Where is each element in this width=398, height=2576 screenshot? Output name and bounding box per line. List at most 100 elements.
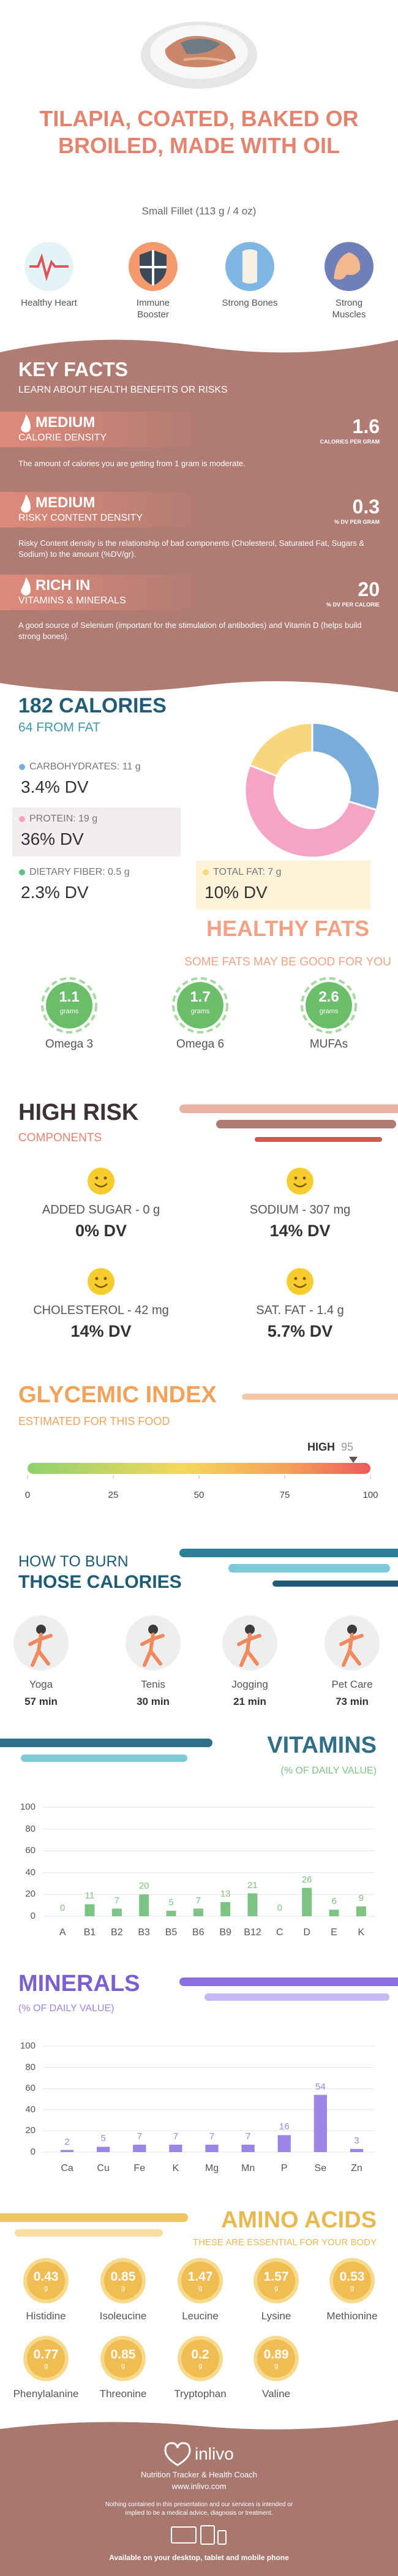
x-tick-label: Fe <box>133 2163 146 2174</box>
activity-figure <box>140 1633 165 1667</box>
value-label: 7 <box>245 2131 251 2142</box>
minerals-title: MINERALS <box>18 1971 140 1996</box>
benefit-label: Strong Muscles <box>332 298 366 320</box>
fact-band <box>0 492 202 527</box>
fat-circle <box>177 982 223 1029</box>
protein-box <box>12 807 181 856</box>
burn-title: HOW TO BURN <box>18 1553 129 1570</box>
nutrient-label: DIETARY FIBER: 0.5 g <box>29 867 130 877</box>
risk-face <box>88 1168 115 1195</box>
amino-circle <box>257 2340 295 2378</box>
calories-subtitle: 64 FROM FAT <box>18 720 100 735</box>
burn-subtitle: THOSE CALORIES <box>18 1572 182 1592</box>
fact-text: The amount of calories you are getting f… <box>18 459 246 468</box>
nutrient-dot <box>203 869 209 875</box>
x-tick-label: B12 <box>244 1927 261 1938</box>
x-tick-label: E <box>331 1927 337 1938</box>
fact-value: 20 <box>358 578 380 600</box>
gi-tick-label: 75 <box>279 1490 290 1500</box>
amino-name: Lysine <box>261 2310 291 2322</box>
amino-name: Histidine <box>26 2310 66 2322</box>
key-facts-title: KEY FACTS <box>18 358 128 380</box>
fat-unit: grams <box>59 1008 79 1015</box>
fat-circle <box>306 982 352 1029</box>
amino-name: Phenylalanine <box>13 2388 79 2400</box>
activity-figure <box>339 1633 364 1667</box>
fact-text: Risky Content density is the relationshi… <box>18 538 365 559</box>
amino-unit: g <box>198 2362 203 2370</box>
nutrient-dot <box>19 816 25 822</box>
x-tick-label: D <box>303 1927 310 1938</box>
bar <box>356 1906 366 1916</box>
amino-name: Methionine <box>326 2310 378 2322</box>
amino-value: 0.89 <box>263 2347 289 2362</box>
amino-value: 1.47 <box>187 2270 213 2284</box>
x-tick-label: B5 <box>165 1927 178 1938</box>
nutrient-dv: 2.3% DV <box>21 883 89 902</box>
gi-tick-label: 100 <box>362 1490 378 1500</box>
risk-mouth <box>94 1183 108 1188</box>
fact-icon <box>21 577 31 595</box>
y-tick-label: 40 <box>25 2104 36 2115</box>
x-tick-label: B1 <box>83 1927 96 1938</box>
y-tick-label: 60 <box>25 2083 36 2094</box>
y-tick-label: 20 <box>25 2125 36 2136</box>
activity-time: 57 min <box>24 1696 58 1707</box>
fact-band <box>0 412 202 447</box>
amino-value: 0.43 <box>33 2270 59 2284</box>
risk-label: CHOLESTEROL - 42 mg <box>33 1304 169 1317</box>
nutrient-label: PROTEIN: 19 g <box>29 814 98 824</box>
icon-muscles <box>334 252 361 280</box>
amino-value: 0.85 <box>110 2347 136 2362</box>
device-icon <box>217 2530 227 2545</box>
amino-circle <box>104 2262 142 2300</box>
fat-value: 1.7 <box>190 989 211 1005</box>
amino-unit: g <box>43 2362 48 2370</box>
activity-time: 30 min <box>137 1696 170 1707</box>
fats-title: HEALTHY FATS <box>206 916 370 941</box>
amino-value: 0.53 <box>339 2270 365 2284</box>
fact-name: VITAMINS & MINERALS <box>18 595 126 606</box>
bar <box>169 2144 182 2152</box>
bar <box>302 1887 312 1916</box>
bar <box>277 2135 291 2152</box>
amino-name: Threonine <box>99 2388 147 2400</box>
fat-unit: grams <box>190 1008 210 1015</box>
gi-tick-label: 25 <box>108 1490 119 1500</box>
serving: Small Fillet (113 g / 4 oz) <box>141 205 257 217</box>
y-tick-label: 40 <box>25 1867 36 1878</box>
y-tick-label: 0 <box>30 1911 36 1921</box>
amino-value: 0.2 <box>191 2347 209 2362</box>
risk-eye <box>294 1176 298 1180</box>
footer-bg <box>0 2420 398 2576</box>
risk-eye <box>294 1277 298 1280</box>
tagline: Nutrition Tracker & Health Coach <box>140 2470 258 2479</box>
fact-name: RISKY CONTENT DENSITY <box>18 513 143 523</box>
fat-name: Omega 3 <box>45 1038 94 1051</box>
bar <box>97 2147 110 2152</box>
activity-figure <box>28 1633 53 1667</box>
fat-circle-ring <box>301 977 357 1033</box>
vitamins-subtitle: (% OF DAILY VALUE) <box>280 1766 377 1776</box>
fact-text: A good source of Selenium (important for… <box>18 621 362 641</box>
disclaimer: Nothing contained in this presentation a… <box>105 2501 293 2517</box>
amino-unit: g <box>274 2284 279 2292</box>
y-tick-label: 20 <box>25 1889 36 1900</box>
activity-figure <box>237 1633 261 1667</box>
risk-label: SAT. FAT - 1.4 g <box>256 1304 344 1317</box>
y-tick-label: 60 <box>25 1845 36 1856</box>
nutrient-dot <box>19 764 25 770</box>
amino-circle <box>104 2340 142 2378</box>
activity-name: Pet Care <box>331 1679 373 1690</box>
value-label: 6 <box>331 1896 337 1907</box>
value-label: 11 <box>84 1890 95 1902</box>
activity-head <box>148 1625 158 1634</box>
x-tick-label: K <box>358 1927 365 1938</box>
amino-circle <box>257 2262 295 2300</box>
activity-time: 21 min <box>233 1696 266 1707</box>
amino-circle <box>333 2262 371 2300</box>
vitamins-title: VITAMINS <box>267 1732 377 1758</box>
y-tick-label: 100 <box>20 2041 36 2051</box>
